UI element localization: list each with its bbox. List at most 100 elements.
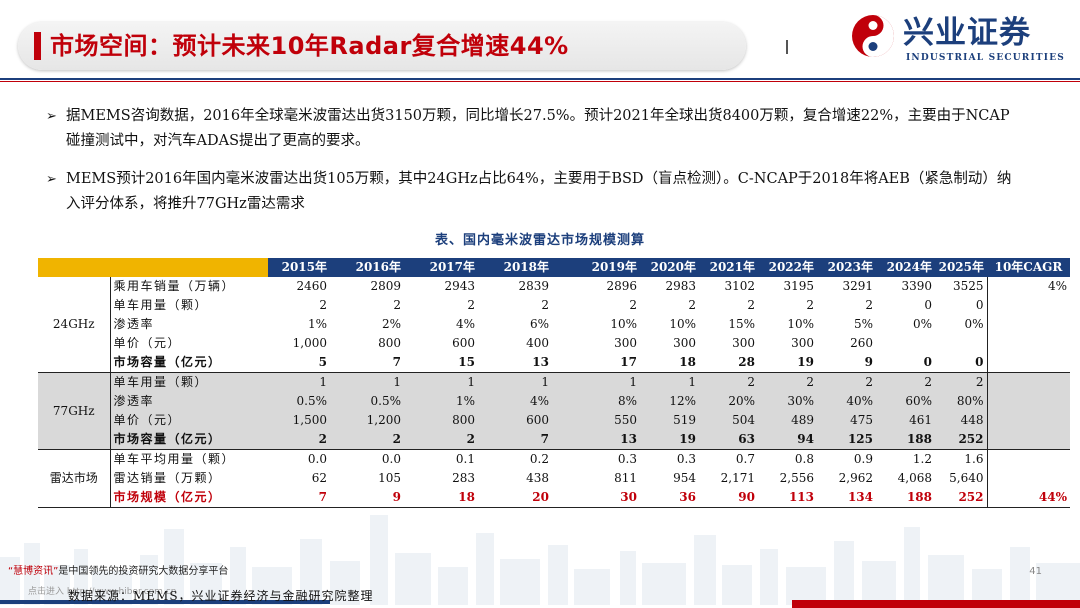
table-cell: 1% bbox=[307, 317, 327, 331]
table-cell: 489 bbox=[758, 411, 817, 430]
year-header: 2021年 bbox=[699, 258, 758, 277]
year-header: 2024年 bbox=[876, 258, 935, 277]
header-rule bbox=[0, 78, 1080, 80]
table-cell: 90 bbox=[699, 488, 758, 508]
table-cell: 504 bbox=[699, 411, 758, 430]
table-cell: 300 bbox=[791, 336, 814, 350]
table-cell: 4,068 bbox=[897, 471, 932, 485]
table-row: 单车用量（颗） 2 2 2 2 2 2 2 2 2 0 0 bbox=[38, 296, 1070, 315]
table-row: 渗透率 1% 2% 4% 6% 10% 10% 15% 10% 5% 0% 0% bbox=[38, 315, 1070, 334]
table-cell: 9 bbox=[330, 488, 404, 508]
table-row: 77GHz 单车用量（颗） 1 1 1 1 1 1 2 2 2 2 2 bbox=[38, 372, 1070, 450]
row-label: 单车用量（颗） bbox=[110, 372, 268, 392]
footer-bar-blue bbox=[0, 600, 330, 604]
table-cell: 519 bbox=[640, 411, 699, 430]
data-source-note: 数据来源：MEMS，兴业证券经济与金融研究院整理 bbox=[68, 589, 374, 603]
table-cell: 3390 bbox=[901, 279, 932, 293]
table-cell: 2,171 bbox=[720, 471, 755, 485]
table-cell: 9 bbox=[817, 353, 876, 373]
table-cell: 80% bbox=[935, 392, 987, 411]
slide-title: 市场空间：预计未来10年Radar复合增速44% bbox=[50, 32, 569, 60]
table-cell bbox=[876, 334, 935, 353]
table-cell: 0.8 bbox=[794, 452, 814, 466]
row-label: 市场容量（亿元） bbox=[110, 353, 268, 373]
group-label: 24GHz bbox=[38, 277, 111, 373]
table-cell: 0.0 bbox=[307, 452, 327, 466]
cagr-cell: 4% bbox=[986, 277, 1070, 296]
table-cell: 2 bbox=[747, 298, 755, 312]
table-cell: 20% bbox=[699, 392, 758, 411]
year-header: 2016年 bbox=[330, 258, 404, 277]
table-cell: 7 bbox=[268, 488, 330, 508]
table-cell: 13 bbox=[478, 353, 552, 373]
table-cell: 2 bbox=[935, 372, 987, 392]
row-label: 渗透率 bbox=[113, 317, 155, 331]
row-label: 单车用量（颗） bbox=[113, 298, 209, 312]
table-cell: 8% bbox=[552, 392, 640, 411]
market-size-table: 2015年 2016年 2017年 2018年 2019年 2020年 2021… bbox=[38, 258, 1070, 508]
table-cell: 448 bbox=[935, 411, 987, 430]
table-cell: 300 bbox=[732, 336, 755, 350]
cagr-cell bbox=[986, 392, 1070, 411]
table-cell: 17 bbox=[552, 353, 640, 373]
table-cell: 63 bbox=[699, 430, 758, 450]
table-cell: 2 bbox=[393, 298, 401, 312]
table-cell: 2 bbox=[404, 430, 478, 450]
table-cell: 62 bbox=[311, 471, 327, 485]
cagr-cell bbox=[986, 353, 1070, 373]
table-cell: 2 bbox=[629, 298, 637, 312]
table-cell: 0 bbox=[975, 298, 984, 312]
logo-text-cn: 兴业证券 bbox=[903, 15, 1031, 51]
table-cell: 0 bbox=[935, 353, 987, 373]
table-cell: 10% bbox=[610, 317, 637, 331]
table-row: 单价（元） 1,000 800 600 400 300 300 300 300 260 bbox=[38, 334, 1070, 353]
table-row: 24GHz 乘用车销量（万辆） 2460 2809 2943 2839 2896 2983 31… bbox=[38, 277, 1070, 373]
table-cell: 0.5% bbox=[268, 392, 330, 411]
cagr-cell: 44% bbox=[986, 488, 1070, 508]
table-cell: 3195 bbox=[783, 279, 814, 293]
table-cell: 300 bbox=[673, 336, 696, 350]
bullet-arrow-icon: ➢ bbox=[46, 172, 57, 187]
table-cell: 28 bbox=[699, 353, 758, 373]
cagr-cell bbox=[986, 430, 1070, 450]
table-cell: 2 bbox=[541, 298, 549, 312]
table-cell: 0.5% bbox=[330, 392, 404, 411]
city-skyline-watermark bbox=[0, 515, 1080, 605]
table-cell: 2 bbox=[699, 372, 758, 392]
table-cell: 188 bbox=[876, 488, 935, 508]
table-cell: 1 bbox=[552, 372, 640, 392]
table-cell: 2,962 bbox=[838, 471, 873, 485]
table-cell: 134 bbox=[817, 488, 876, 508]
table-cell: 1.2 bbox=[912, 452, 932, 466]
table-cell: 3525 bbox=[952, 279, 984, 293]
table-cell: 2 bbox=[268, 430, 330, 450]
table-header-row: 2015年 2016年 2017年 2018年 2019年 2020年 2021… bbox=[38, 258, 1070, 277]
table-cell: 600 bbox=[452, 336, 475, 350]
table-cell: 1 bbox=[640, 372, 699, 392]
table-row: 单价（元） 1,500 1,200 800 600 550 519 504 489 475 461 4… bbox=[38, 411, 1070, 430]
table-cell: 0.0 bbox=[381, 452, 401, 466]
table-cell: 105 bbox=[378, 471, 401, 485]
cagr-cell bbox=[986, 372, 1070, 392]
table-cell: 461 bbox=[876, 411, 935, 430]
divider-tick bbox=[786, 40, 788, 54]
table-cell: 40% bbox=[817, 392, 876, 411]
footer-link[interactable]: 点击进入 http://www.hibor.com.cn bbox=[28, 587, 177, 597]
table-row: 市场容量（亿元） 2 2 2 7 13 19 63 94 125 188 252 bbox=[38, 430, 1070, 450]
table-cell: 10% bbox=[787, 317, 814, 331]
table-row: 市场规模（亿元） 7 9 18 20 30 36 90 113 134 188 252 44% bbox=[38, 488, 1070, 508]
title-bar bbox=[18, 22, 746, 70]
footer-brand-name: “慧博资讯” bbox=[8, 566, 59, 577]
year-header: 2023年 bbox=[817, 258, 876, 277]
row-label: 雷达销量（万颗） bbox=[113, 471, 222, 485]
row-label: 单价（元） bbox=[113, 336, 182, 350]
table-cell: 4% bbox=[455, 317, 475, 331]
table-cell: 60% bbox=[876, 392, 935, 411]
table-caption: 表、国内毫米波雷达市场规模测算 bbox=[434, 233, 645, 248]
year-header: 2022年 bbox=[758, 258, 817, 277]
table-cell: 811 bbox=[614, 471, 637, 485]
table-cell: 15 bbox=[404, 353, 478, 373]
table-cell: 1 bbox=[330, 372, 404, 392]
table-cell: 600 bbox=[478, 411, 552, 430]
table-cell: 1 bbox=[404, 372, 478, 392]
